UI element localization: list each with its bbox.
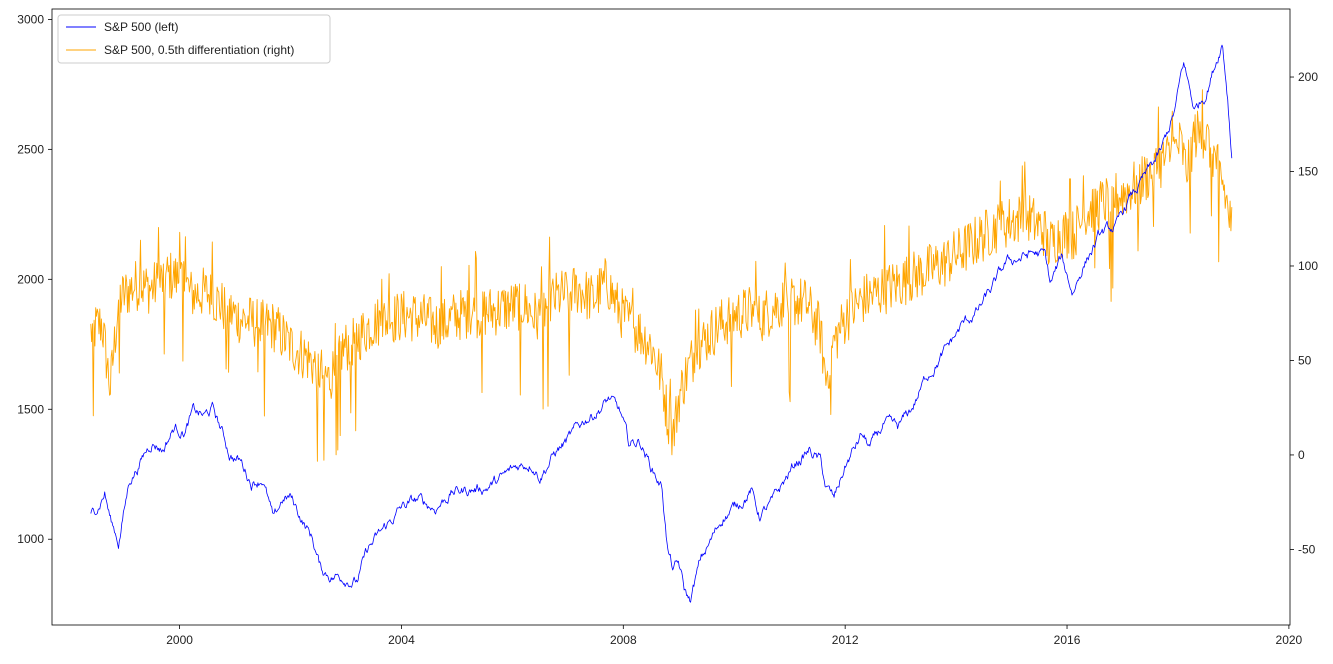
y-right-tick-label: 50 bbox=[1298, 353, 1312, 367]
x-tick-label: 2000 bbox=[166, 633, 193, 647]
y-right-tick-label: -50 bbox=[1298, 542, 1316, 556]
series-layer bbox=[90, 44, 1233, 603]
legend-label-differentiation: S&P 500, 0.5th differentiation (right) bbox=[104, 43, 294, 57]
x-axis: 2000 2004 2008 2012 2016 2020 bbox=[166, 625, 1303, 647]
series-line-differentiation bbox=[90, 89, 1233, 462]
y-right-tick-label: 100 bbox=[1298, 259, 1318, 273]
y-axis-left: 1000 1500 2000 2500 3000 bbox=[17, 12, 52, 546]
legend-label-sp500: S&P 500 (left) bbox=[104, 20, 178, 34]
legend: S&P 500 (left) S&P 500, 0.5th differenti… bbox=[57, 14, 331, 64]
y-left-tick-label: 1000 bbox=[17, 532, 44, 546]
y-right-tick-label: 200 bbox=[1298, 70, 1318, 84]
y-left-tick-label: 3000 bbox=[17, 12, 44, 26]
y-left-tick-label: 1500 bbox=[17, 402, 44, 416]
x-tick-label: 2020 bbox=[1276, 633, 1303, 647]
x-tick-label: 2016 bbox=[1054, 633, 1081, 647]
y-left-tick-label: 2500 bbox=[17, 142, 44, 156]
y-right-tick-label: 0 bbox=[1298, 448, 1305, 462]
x-tick-label: 2012 bbox=[832, 633, 859, 647]
y-right-tick-label: 150 bbox=[1298, 165, 1318, 179]
y-axis-right: -50 0 50 100 150 200 bbox=[1290, 70, 1318, 556]
x-tick-label: 2008 bbox=[610, 633, 637, 647]
series-line-sp500 bbox=[90, 44, 1233, 603]
y-left-tick-label: 2000 bbox=[17, 272, 44, 286]
x-tick-label: 2004 bbox=[388, 633, 415, 647]
legend-box bbox=[57, 14, 331, 64]
plot-area bbox=[51, 8, 1291, 626]
